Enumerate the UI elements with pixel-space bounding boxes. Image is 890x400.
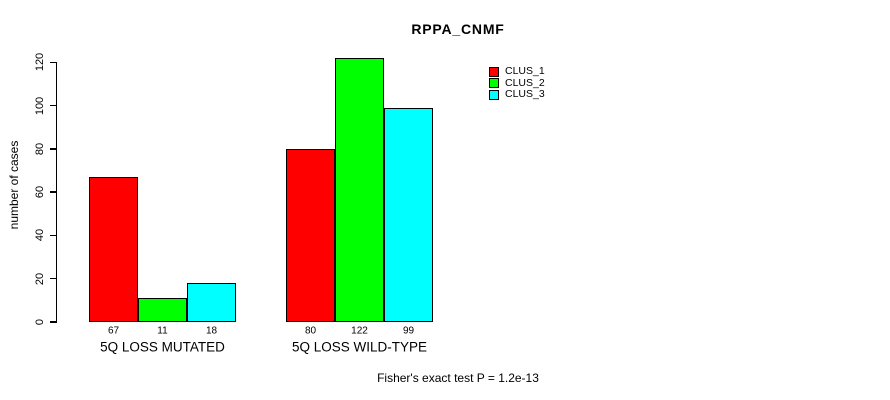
bar-value-label: 122 [351,325,368,337]
y-axis-tick [49,277,56,280]
chart-title: RPPA_CNMF [411,21,505,37]
legend: CLUS_1 CLUS_2 CLUS_3 [489,66,545,101]
bar-clus_2-group1 [138,298,187,322]
bar-value-label: 11 [157,325,168,337]
y-axis-tick [49,148,56,150]
y-axis-tick [49,234,56,237]
legend-swatch-clus_2 [489,78,499,89]
legend-entry: CLUS_2 [489,76,545,90]
y-axis-tick-label: 40 [34,229,46,242]
y-axis-title: number of cases [7,140,21,230]
y-axis-tick-label: 60 [34,186,46,199]
bar-value-label: 18 [205,325,218,337]
y-axis-tick-label: 20 [34,272,46,285]
category-label: 5Q LOSS MUTATED [100,339,225,355]
fisher-test-annotation: Fisher's exact test P = 1.2e-13 [377,371,539,385]
y-axis-tick-label: 100 [34,96,46,115]
legend-entry: CLUS_1 [489,66,545,78]
y-axis-tick-label: 0 [34,318,46,326]
y-axis-tick [49,104,56,107]
bar-clus_3-group2 [384,107,433,322]
legend-swatch-clus_1 [489,66,499,77]
legend-label: CLUS_3 [505,88,545,101]
legend-swatch-clus_3 [489,89,499,100]
legend-label: CLUS_2 [505,76,545,89]
bar-clus_1-group2 [286,148,335,322]
bar-clus_3-group1 [187,283,236,322]
y-axis-line [55,62,57,324]
y-axis-tick [49,321,56,323]
y-axis-tick-label: 120 [34,53,46,72]
bar-value-label: 67 [107,325,120,337]
y-axis-tick-label: 80 [34,142,46,155]
legend-entry: CLUS_3 [489,89,545,101]
bar-value-label: 99 [402,325,415,337]
bar-clus_1-group1 [89,177,138,322]
bar-clus_2-group2 [335,57,384,322]
y-axis-tick [49,61,56,64]
legend-label: CLUS_1 [505,65,545,78]
bar-value-label: 80 [304,325,317,337]
category-label: 5Q LOSS WILD-TYPE [291,339,428,355]
y-axis-tick [49,191,56,193]
